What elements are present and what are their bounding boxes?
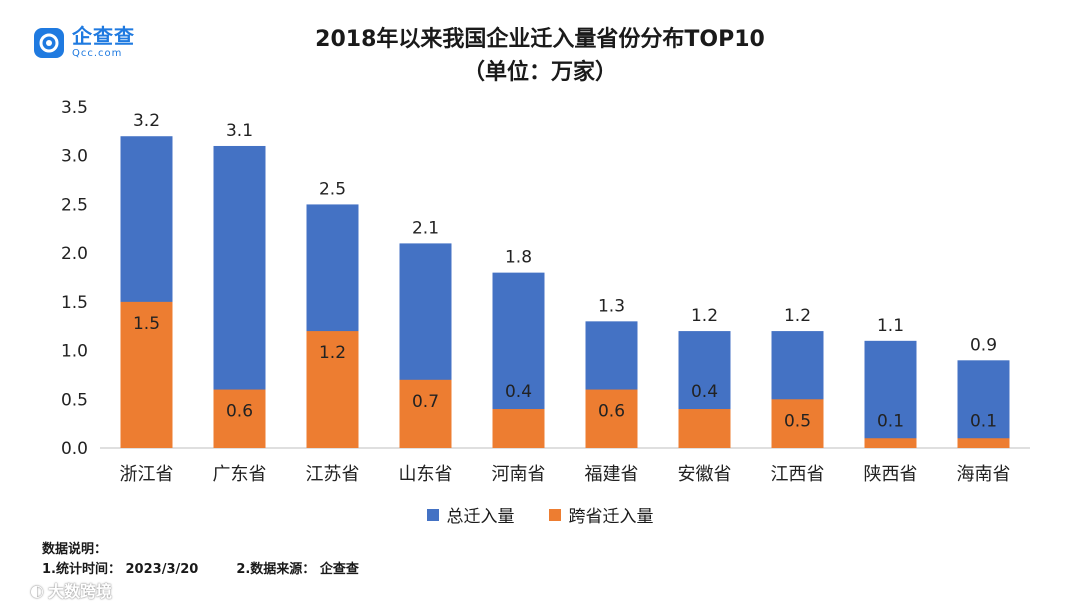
bar-cross-province (678, 409, 731, 448)
logo-name: 企查查 (72, 24, 135, 48)
bar-cross-province (492, 409, 545, 448)
data-label-total: 1.2 (784, 306, 811, 326)
bar-total (864, 340, 917, 448)
data-label-total: 1.2 (691, 306, 718, 326)
bar-chart: 0.0 0.5 1.0 1.5 2.0 2.5 3.0 3.5 3.2 1.5 浙江省 3.1 0.6 广… (61, 98, 1030, 485)
bar-cross-province (957, 438, 1010, 448)
y-tick-label: 0.0 (61, 439, 88, 459)
data-label-cross-province: 0.4 (691, 382, 718, 402)
data-label-cross-province: 0.6 (226, 402, 253, 422)
data-label-total: 3.1 (226, 121, 253, 141)
chart-subtitle: （单位：万家） (462, 60, 617, 85)
bar-cross-province (585, 389, 638, 448)
data-label-total: 1.3 (598, 296, 625, 316)
data-label-cross-province: 0.1 (970, 411, 997, 431)
x-tick-label: 安徽省 (678, 464, 732, 485)
y-tick-label: 2.5 (61, 195, 88, 215)
x-tick-label: 山东省 (399, 464, 453, 485)
data-label-cross-province: 0.7 (412, 392, 439, 412)
legend-swatch-total (426, 508, 439, 521)
x-tick-label: 广东省 (213, 464, 267, 485)
y-tick-label: 1.0 (61, 342, 88, 362)
chart-title: 2018年以来我国企业迁入量省份分布TOP10 (315, 27, 765, 52)
x-tick-label: 河南省 (492, 464, 546, 485)
bar-cross-province (771, 399, 824, 448)
y-tick-label: 2.0 (61, 244, 88, 264)
data-label-total: 0.9 (970, 335, 997, 355)
brand-logo: 企查查 Qcc.com (34, 26, 135, 59)
legend-item-cross: 跨省迁入量 (548, 502, 654, 527)
notes-heading: 数据说明： (42, 542, 108, 557)
watermark-icon: ◐ (30, 580, 44, 600)
data-label-cross-province: 1.2 (319, 343, 346, 363)
legend-label-total: 总迁入量 (446, 507, 515, 527)
y-tick-label: 3.0 (61, 147, 88, 167)
y-tick-label: 3.5 (61, 98, 88, 118)
notes-stat-time: 1.统计时间： 2023/3/20 (42, 562, 199, 577)
bar-cross-province (306, 331, 359, 448)
data-label-cross-province: 0.1 (877, 411, 904, 431)
x-tick-label: 福建省 (585, 464, 639, 485)
data-label-cross-province: 0.4 (505, 382, 532, 402)
y-tick-label: 0.5 (61, 390, 88, 410)
legend-item-total: 总迁入量 (426, 502, 515, 527)
watermark-text: 大数跨境 (47, 582, 112, 601)
data-label-total: 2.1 (412, 218, 439, 238)
x-tick-label: 浙江省 (120, 464, 174, 485)
x-tick-label: 江苏省 (306, 464, 360, 485)
data-notes: 数据说明： 1.统计时间： 2023/3/20 2.数据来源： 企查查 (42, 540, 359, 580)
notes-source: 2.数据来源： 企查查 (236, 562, 359, 577)
x-tick-label: 江西省 (771, 464, 825, 485)
logo-domain: Qcc.com (72, 48, 123, 59)
data-label-cross-province: 1.5 (133, 314, 160, 334)
data-label-total: 1.1 (877, 316, 904, 336)
qcc-logo-icon (34, 27, 64, 58)
data-label-cross-province: 0.6 (598, 402, 625, 422)
bar-cross-province (213, 389, 266, 448)
y-tick-label: 1.5 (61, 293, 88, 313)
watermark: ◐ 大数跨境 (30, 578, 112, 602)
x-tick-label: 海南省 (957, 464, 1011, 485)
bar-total (957, 360, 1010, 448)
data-label-total: 2.5 (319, 179, 346, 199)
data-label-total: 3.2 (133, 111, 160, 131)
bar-cross-province (120, 301, 173, 448)
x-tick-label: 陕西省 (864, 464, 918, 485)
data-label-total: 1.8 (505, 248, 532, 268)
data-label-cross-province: 0.5 (784, 411, 811, 431)
legend-label-cross: 跨省迁入量 (568, 507, 654, 527)
chart-legend: 总迁入量 跨省迁入量 (0, 502, 1080, 527)
bar-cross-province (399, 379, 452, 448)
legend-swatch-cross (548, 508, 561, 521)
bar-cross-province (864, 438, 917, 448)
